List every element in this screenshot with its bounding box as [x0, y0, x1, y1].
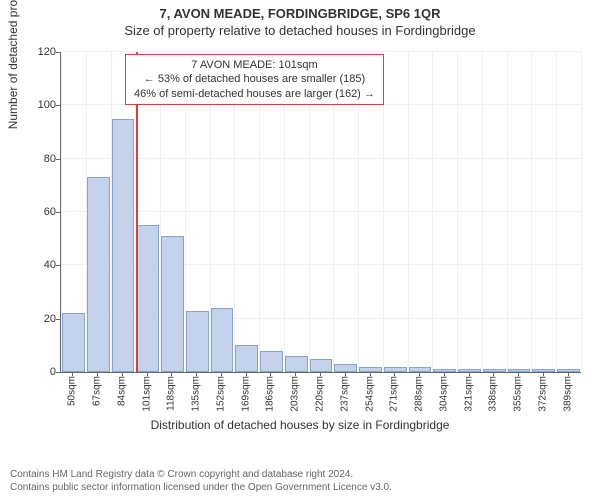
x-tick-label: 338sqm — [488, 376, 499, 412]
y-tick-mark — [56, 319, 60, 320]
x-axis-label: Distribution of detached houses by size … — [0, 418, 600, 432]
x-tick-label: 321sqm — [463, 376, 474, 412]
bar — [62, 313, 85, 372]
callout-line-3: 46% of semi-detached houses are larger (… — [134, 87, 375, 101]
bar — [260, 351, 283, 372]
x-tick-label: 67sqm — [92, 376, 103, 406]
x-tick-label: 101sqm — [141, 376, 152, 412]
x-tick-label: 288sqm — [414, 376, 425, 412]
y-tick-label: 0 — [16, 366, 56, 378]
y-tick-mark — [56, 52, 60, 53]
x-tick-mark — [122, 372, 123, 376]
x-tick-mark — [196, 372, 197, 376]
x-tick-label: 203sqm — [290, 376, 301, 412]
gridline-horizontal — [61, 211, 581, 212]
x-tick-mark — [320, 372, 321, 376]
y-tick-mark — [56, 265, 60, 266]
x-tick-mark — [518, 372, 519, 376]
y-tick-label: 20 — [16, 313, 56, 325]
property-callout: 7 AVON MEADE: 101sqm ← 53% of detached h… — [125, 54, 384, 105]
x-tick-label: 237sqm — [339, 376, 350, 412]
x-tick-mark — [97, 372, 98, 376]
x-tick-label: 118sqm — [166, 376, 177, 411]
x-tick-label: 304sqm — [438, 376, 449, 412]
x-tick-mark — [147, 372, 148, 376]
bar — [334, 364, 357, 372]
x-tick-label: 372sqm — [537, 376, 548, 412]
x-tick-mark — [171, 372, 172, 376]
y-tick-label: 40 — [16, 259, 56, 271]
x-tick-mark — [72, 372, 73, 376]
x-tick-mark — [295, 372, 296, 376]
y-tick-label: 60 — [16, 206, 56, 218]
x-tick-mark — [270, 372, 271, 376]
x-tick-mark — [543, 372, 544, 376]
bar — [235, 345, 258, 372]
y-tick-label: 120 — [16, 46, 56, 58]
y-tick-mark — [56, 372, 60, 373]
x-tick-mark — [394, 372, 395, 376]
x-tick-mark — [246, 372, 247, 376]
x-tick-mark — [345, 372, 346, 376]
bar — [211, 308, 234, 372]
x-tick-label: 355sqm — [513, 376, 524, 412]
x-tick-mark — [419, 372, 420, 376]
x-tick-mark — [469, 372, 470, 376]
footer-attribution: Contains HM Land Registry data © Crown c… — [10, 468, 392, 494]
footer-line-1: Contains HM Land Registry data © Crown c… — [10, 468, 392, 481]
bar — [87, 177, 110, 372]
x-tick-label: 152sqm — [215, 376, 226, 412]
callout-line-2: ← 53% of detached houses are smaller (18… — [134, 72, 375, 86]
y-tick-label: 100 — [16, 99, 56, 111]
callout-line-1: 7 AVON MEADE: 101sqm — [134, 58, 375, 72]
y-tick-mark — [56, 159, 60, 160]
x-tick-mark — [444, 372, 445, 376]
x-tick-label: 50sqm — [67, 376, 78, 406]
x-tick-label: 271sqm — [389, 376, 400, 412]
gridline-vertical — [408, 52, 409, 372]
gridline-vertical — [581, 52, 582, 372]
chart-container: Number of detached properties 7 AVON MEA… — [0, 42, 600, 422]
x-tick-label: 220sqm — [315, 376, 326, 412]
y-tick-mark — [56, 212, 60, 213]
x-tick-label: 389sqm — [562, 376, 573, 412]
bar — [161, 236, 184, 372]
page-title: 7, AVON MEADE, FORDINGBRIDGE, SP6 1QR — [0, 0, 600, 21]
x-tick-label: 186sqm — [265, 376, 276, 412]
x-tick-label: 254sqm — [364, 376, 375, 412]
x-tick-label: 135sqm — [191, 376, 202, 412]
gridline-vertical — [531, 52, 532, 372]
gridline-vertical — [507, 52, 508, 372]
footer-line-2: Contains public sector information licen… — [10, 481, 392, 494]
x-tick-mark — [568, 372, 569, 376]
gridline-vertical — [482, 52, 483, 372]
bar — [285, 356, 308, 372]
gridline-horizontal — [61, 158, 581, 159]
gridline-vertical — [556, 52, 557, 372]
y-tick-mark — [56, 105, 60, 106]
x-tick-mark — [493, 372, 494, 376]
bar — [186, 311, 209, 372]
x-tick-label: 84sqm — [116, 376, 127, 406]
x-tick-label: 169sqm — [240, 376, 251, 412]
page-subtitle: Size of property relative to detached ho… — [0, 21, 600, 42]
bar — [310, 359, 333, 372]
gridline-vertical — [457, 52, 458, 372]
x-tick-mark — [221, 372, 222, 376]
x-tick-mark — [370, 372, 371, 376]
bar — [112, 119, 135, 372]
bar — [136, 225, 159, 372]
y-tick-label: 80 — [16, 153, 56, 165]
gridline-horizontal — [61, 51, 581, 52]
gridline-vertical — [432, 52, 433, 372]
